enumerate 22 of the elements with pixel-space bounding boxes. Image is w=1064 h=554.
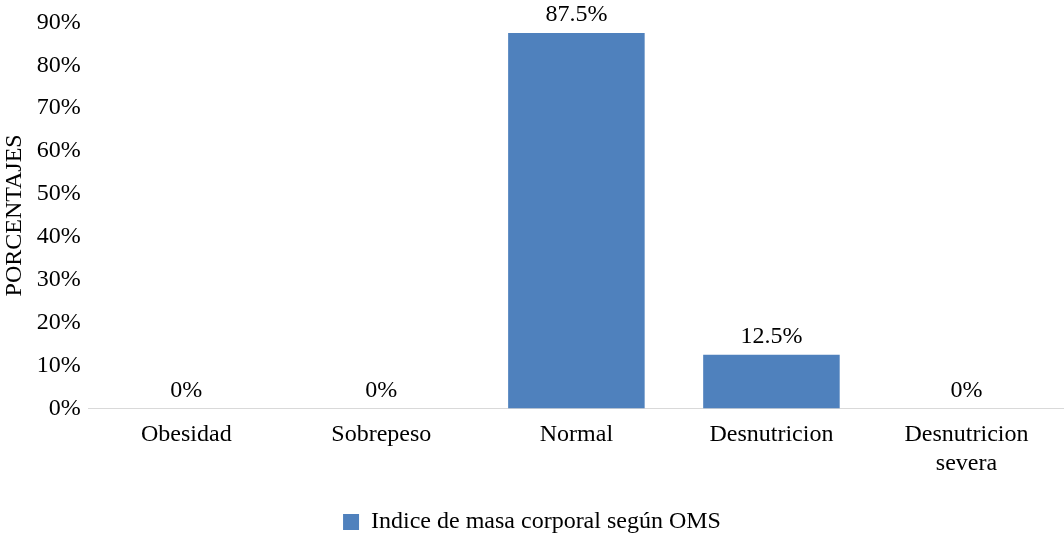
y-tick-label: 70% bbox=[36, 93, 81, 120]
y-tick-label: 10% bbox=[36, 350, 81, 377]
y-axis-title: PORCENTAJES bbox=[0, 134, 26, 297]
legend-label: Indice de masa corporal según OMS bbox=[371, 507, 721, 534]
data-label: 12.5% bbox=[740, 322, 803, 349]
data-label: 0% bbox=[170, 375, 203, 402]
x-tick-label: Obesidad bbox=[140, 420, 232, 447]
y-tick-label: 30% bbox=[36, 265, 81, 292]
data-label: 87.5% bbox=[545, 0, 608, 27]
x-tick-label: Desnutricion severa bbox=[904, 420, 1029, 475]
y-tick-label: 0% bbox=[48, 393, 81, 420]
data-label: 0% bbox=[365, 375, 398, 402]
data-label: 0% bbox=[950, 375, 983, 402]
y-tick-label: 90% bbox=[36, 7, 81, 34]
y-tick-label: 40% bbox=[36, 222, 81, 249]
y-tick-label: 60% bbox=[36, 136, 81, 163]
y-tick-label: 50% bbox=[36, 179, 81, 206]
x-tick-label: Sobrepeso bbox=[331, 420, 432, 447]
y-tick-label: 20% bbox=[36, 307, 81, 334]
x-tick-label: Normal bbox=[539, 420, 614, 447]
x-tick-label: Desnutricion bbox=[709, 420, 834, 447]
y-tick-label: 80% bbox=[36, 50, 81, 77]
